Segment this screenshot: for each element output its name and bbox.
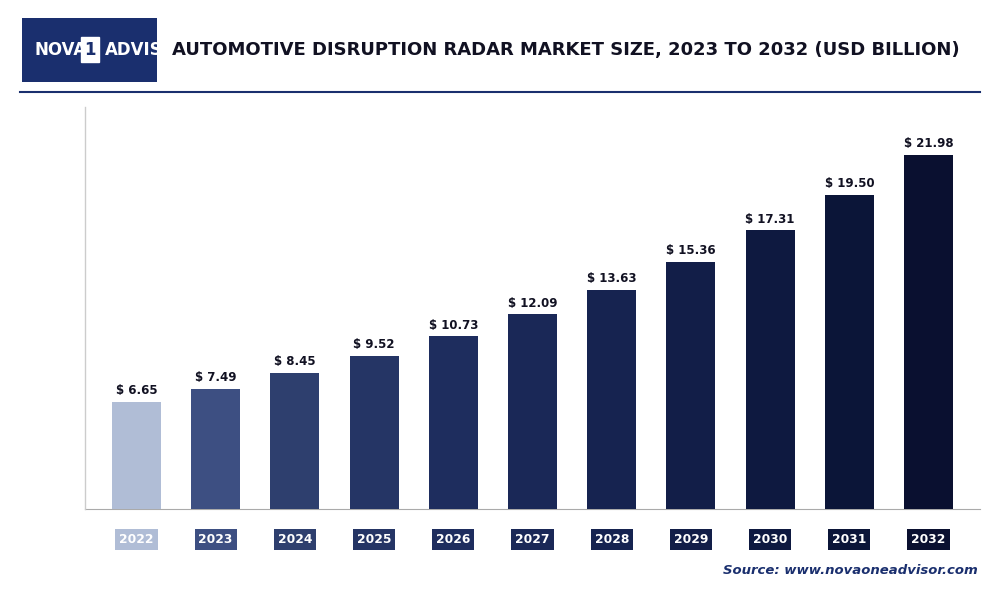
Bar bbox=[666, 262, 715, 509]
Text: 2027: 2027 bbox=[515, 533, 550, 546]
Text: $ 15.36: $ 15.36 bbox=[666, 244, 716, 257]
Text: $ 19.50: $ 19.50 bbox=[825, 177, 874, 190]
Text: $ 6.65: $ 6.65 bbox=[116, 384, 157, 397]
Text: 2030: 2030 bbox=[753, 533, 787, 546]
Text: ADVISOR: ADVISOR bbox=[105, 41, 190, 59]
Bar bbox=[270, 373, 319, 509]
Bar bbox=[350, 356, 399, 509]
Bar bbox=[112, 402, 161, 509]
Bar bbox=[587, 289, 636, 509]
Bar bbox=[191, 388, 240, 509]
Bar bbox=[429, 336, 478, 509]
Text: 2026: 2026 bbox=[436, 533, 470, 546]
Text: $ 12.09: $ 12.09 bbox=[508, 297, 557, 310]
Text: 2029: 2029 bbox=[674, 533, 708, 546]
Text: 2024: 2024 bbox=[278, 533, 312, 546]
Bar bbox=[508, 314, 557, 509]
Text: $ 9.52: $ 9.52 bbox=[353, 338, 395, 351]
Text: 1: 1 bbox=[84, 41, 96, 59]
Text: 2032: 2032 bbox=[911, 533, 946, 546]
Bar bbox=[746, 230, 795, 509]
Text: $ 17.31: $ 17.31 bbox=[745, 213, 795, 226]
Text: $ 10.73: $ 10.73 bbox=[429, 318, 478, 332]
Text: Source: www.novaoneadvisor.com: Source: www.novaoneadvisor.com bbox=[723, 564, 978, 577]
Text: $ 8.45: $ 8.45 bbox=[274, 355, 316, 368]
Text: 2025: 2025 bbox=[357, 533, 391, 546]
Text: AUTOMOTIVE DISRUPTION RADAR MARKET SIZE, 2023 TO 2032 (USD BILLION): AUTOMOTIVE DISRUPTION RADAR MARKET SIZE,… bbox=[172, 41, 960, 59]
Text: NOVA: NOVA bbox=[34, 41, 86, 59]
Text: $ 13.63: $ 13.63 bbox=[587, 272, 636, 285]
Bar bbox=[825, 195, 874, 509]
Text: 2031: 2031 bbox=[832, 533, 867, 546]
Text: $ 7.49: $ 7.49 bbox=[195, 371, 236, 384]
Text: 2023: 2023 bbox=[198, 533, 233, 546]
Text: $ 21.98: $ 21.98 bbox=[904, 137, 953, 150]
Text: 2022: 2022 bbox=[119, 533, 154, 546]
Bar bbox=[904, 155, 953, 509]
Text: 2028: 2028 bbox=[595, 533, 629, 546]
